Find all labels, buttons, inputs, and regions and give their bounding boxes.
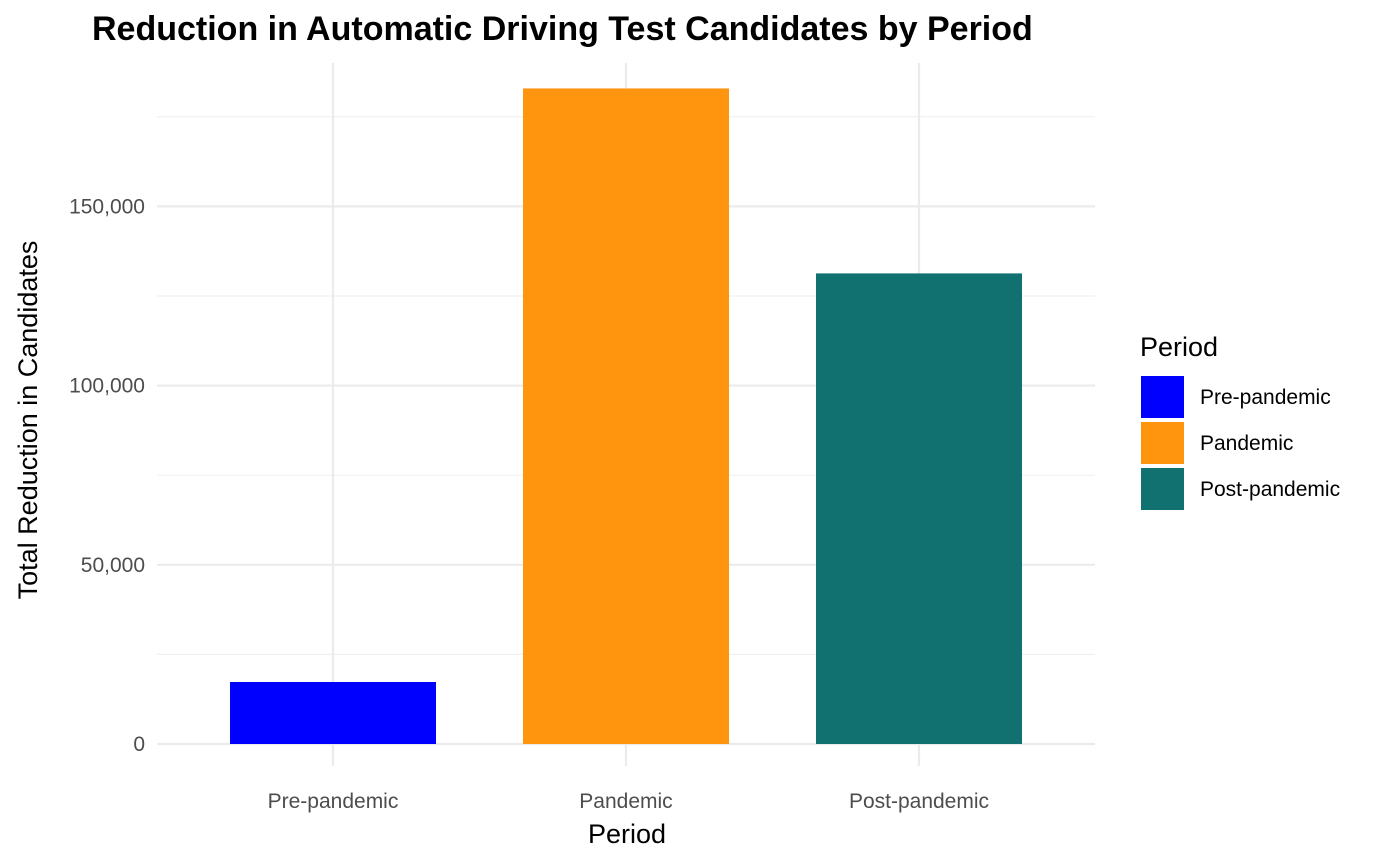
y-tick-label: 50,000: [81, 554, 145, 577]
y-axis-ticks: 0 50,000 100,000 150,000: [69, 195, 145, 756]
bar-pre-pandemic: [230, 681, 436, 744]
x-tick-label: Pandemic: [579, 790, 672, 813]
legend-label: Pre-pandemic: [1200, 386, 1331, 409]
x-tick-label: Pre-pandemic: [268, 790, 399, 813]
x-axis-ticks: Pre-pandemic Pandemic Post-pandemic: [268, 790, 989, 813]
bar-pandemic: [523, 88, 729, 745]
legend-swatch: [1141, 468, 1184, 510]
legend: Period Pre-pandemic Pandemic Post-pandemic: [1140, 332, 1340, 510]
legend-label: Post-pandemic: [1200, 478, 1340, 501]
bar-post-pandemic: [816, 273, 1022, 744]
y-tick-label: 0: [133, 733, 145, 756]
bars: [230, 88, 1022, 745]
legend-swatch: [1141, 376, 1184, 418]
y-axis-title: Total Reduction in Candidates: [13, 241, 43, 600]
legend-swatch: [1141, 422, 1184, 464]
legend-title: Period: [1140, 332, 1218, 362]
x-tick-label: Post-pandemic: [849, 790, 989, 813]
legend-label: Pandemic: [1200, 432, 1293, 455]
chart-title: Reduction in Automatic Driving Test Cand…: [92, 10, 1033, 48]
y-tick-label: 100,000: [69, 375, 145, 398]
x-axis-title: Period: [588, 819, 666, 849]
y-tick-label: 150,000: [69, 195, 145, 218]
legend-entries: Pre-pandemic Pandemic Post-pandemic: [1141, 376, 1340, 510]
